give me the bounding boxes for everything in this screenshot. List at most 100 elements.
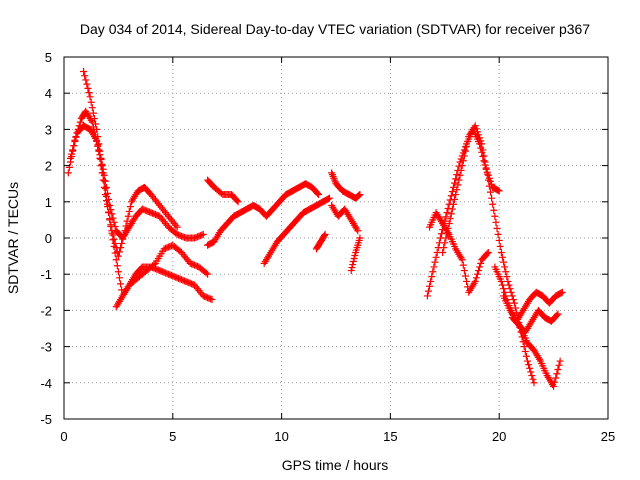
data-point bbox=[459, 261, 467, 269]
data-point bbox=[525, 361, 533, 369]
data-point bbox=[461, 147, 469, 155]
x-tick-label: 15 bbox=[383, 429, 397, 444]
data-point bbox=[356, 234, 364, 242]
series-track-6 bbox=[204, 176, 242, 206]
series-track-13 bbox=[426, 209, 492, 296]
data-point bbox=[475, 267, 483, 275]
data-point bbox=[102, 183, 110, 191]
data-point bbox=[427, 277, 435, 285]
data-point bbox=[80, 67, 88, 75]
data-point bbox=[477, 137, 485, 145]
series-track-14 bbox=[439, 122, 538, 387]
data-point bbox=[72, 133, 80, 141]
data-point bbox=[484, 248, 492, 256]
data-point bbox=[354, 227, 362, 235]
y-tick-label: -5 bbox=[40, 412, 52, 427]
x-tick-labels: 0 5 10 15 20 25 bbox=[60, 429, 615, 444]
data-point bbox=[494, 186, 502, 194]
data-point bbox=[438, 230, 446, 238]
data-point bbox=[452, 191, 460, 199]
data-point bbox=[473, 128, 481, 136]
series-track-10 bbox=[328, 201, 362, 235]
data-point bbox=[117, 280, 125, 288]
data-point bbox=[315, 191, 323, 199]
data-point bbox=[554, 310, 562, 318]
data-point bbox=[492, 218, 500, 226]
data-point bbox=[478, 140, 486, 148]
data-point bbox=[69, 146, 77, 154]
data-point bbox=[117, 244, 125, 252]
data-point bbox=[111, 249, 119, 257]
data-point bbox=[115, 248, 123, 256]
data-point bbox=[92, 120, 100, 128]
data-point bbox=[471, 122, 479, 130]
data-point bbox=[100, 171, 108, 179]
data-point bbox=[432, 253, 440, 261]
data-point bbox=[82, 76, 90, 84]
data-point bbox=[109, 214, 117, 222]
data-point bbox=[67, 154, 75, 162]
series-track-4 bbox=[112, 241, 212, 311]
data-point bbox=[456, 158, 464, 166]
data-point bbox=[550, 382, 558, 390]
data-point bbox=[520, 343, 528, 351]
data-point bbox=[446, 215, 454, 223]
data-point bbox=[507, 288, 515, 296]
data-point bbox=[150, 261, 158, 269]
y-tick-label: -2 bbox=[40, 303, 52, 318]
data-point bbox=[528, 372, 536, 380]
data-point bbox=[479, 146, 487, 154]
data-point bbox=[350, 255, 358, 263]
data-point bbox=[500, 258, 508, 266]
data-point bbox=[450, 200, 458, 208]
data-point bbox=[89, 109, 97, 117]
data-point bbox=[506, 285, 514, 293]
data-point bbox=[498, 253, 506, 261]
data-point bbox=[451, 195, 459, 203]
data-point bbox=[472, 274, 480, 282]
data-point bbox=[124, 212, 132, 220]
data-point bbox=[126, 203, 134, 211]
y-tick-label: 0 bbox=[45, 231, 52, 246]
data-point bbox=[87, 98, 95, 106]
data-point bbox=[447, 210, 455, 218]
data-point bbox=[502, 268, 510, 276]
data-point bbox=[95, 140, 103, 148]
data-point bbox=[446, 196, 454, 204]
data-point bbox=[453, 186, 461, 194]
data-point bbox=[108, 229, 116, 237]
data-point bbox=[320, 232, 328, 240]
axis-ticks bbox=[63, 56, 609, 420]
data-point bbox=[354, 192, 362, 200]
data-point bbox=[460, 152, 468, 160]
data-point bbox=[551, 378, 559, 386]
series-track-15 bbox=[491, 263, 564, 390]
data-point bbox=[464, 137, 472, 145]
data-point bbox=[491, 212, 499, 220]
data-point bbox=[485, 182, 493, 190]
data-point bbox=[473, 270, 481, 278]
x-tick-label: 20 bbox=[492, 429, 506, 444]
data-point bbox=[351, 251, 359, 259]
data-point bbox=[498, 281, 506, 289]
series-track-11 bbox=[347, 234, 364, 275]
chart-title: Day 034 of 2014, Sidereal Day-to-day VTE… bbox=[80, 21, 590, 37]
data-point bbox=[90, 115, 98, 123]
data-point bbox=[557, 289, 565, 297]
series-track-3 bbox=[67, 122, 207, 242]
data-point bbox=[110, 235, 118, 243]
data-point bbox=[84, 84, 92, 92]
data-point bbox=[508, 292, 516, 300]
y-tick-label: -3 bbox=[40, 340, 52, 355]
data-point bbox=[495, 187, 503, 195]
data-point bbox=[110, 218, 118, 226]
data-point bbox=[447, 192, 455, 200]
data-point bbox=[554, 366, 562, 374]
data-point bbox=[477, 259, 485, 267]
data-point bbox=[101, 185, 109, 193]
data-point bbox=[198, 231, 206, 239]
data-point bbox=[454, 181, 462, 189]
y-tick-label: -1 bbox=[40, 267, 52, 282]
data-point bbox=[86, 93, 94, 101]
data-point bbox=[356, 191, 364, 199]
